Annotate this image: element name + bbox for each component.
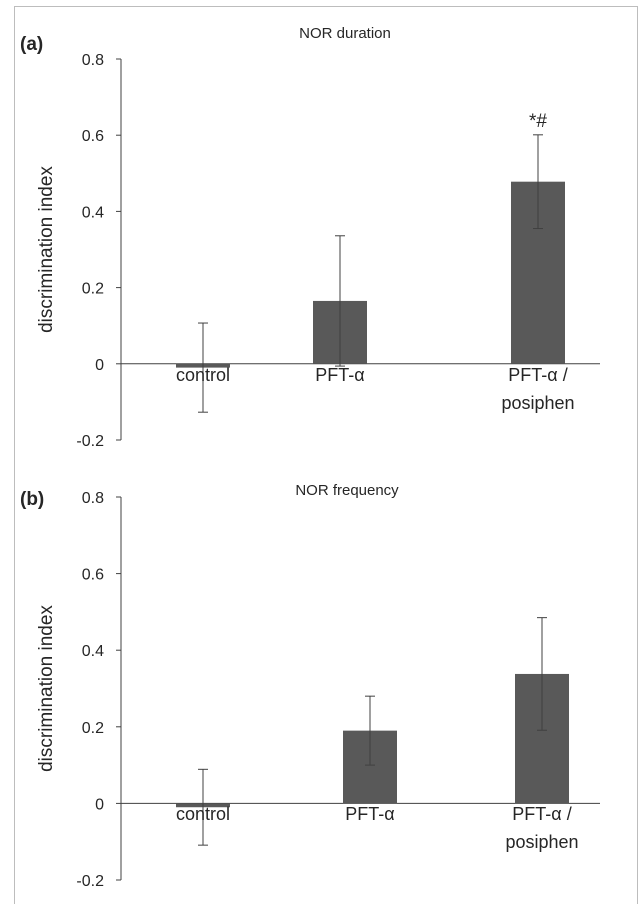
y-tick-label: 0.4 bbox=[82, 204, 104, 221]
category-label: PFT-α / bbox=[508, 365, 567, 385]
y-tick-label: 0.2 bbox=[82, 720, 104, 737]
chart-title: NOR frequency bbox=[295, 482, 399, 499]
y-tick-label: 0.2 bbox=[82, 281, 104, 298]
category-label: control bbox=[176, 804, 230, 824]
y-axis-label: discrimination index bbox=[36, 166, 57, 333]
panel-label: (a) bbox=[20, 34, 43, 55]
y-tick-label: 0.8 bbox=[82, 490, 104, 507]
y-tick-label: 0.4 bbox=[82, 643, 104, 660]
y-tick-label: 0.6 bbox=[82, 567, 104, 584]
y-tick-label: 0.6 bbox=[82, 128, 104, 145]
category-label: PFT-α bbox=[315, 365, 364, 385]
y-tick-label: 0.8 bbox=[82, 52, 104, 69]
chart-title: NOR duration bbox=[299, 25, 391, 42]
y-tick-label: 0 bbox=[95, 357, 104, 374]
chart-panel-a: (a) NOR duration discrimination index -0.2 0… bbox=[20, 25, 600, 450]
category-label: PFT-α / bbox=[512, 804, 571, 824]
y-axis-label: discrimination index bbox=[36, 605, 57, 772]
panel-label: (b) bbox=[20, 489, 44, 510]
category-label: posiphen bbox=[501, 393, 574, 413]
figure-frame bbox=[14, 6, 638, 904]
y-tick-label: -0.2 bbox=[76, 433, 104, 450]
category-label: PFT-α bbox=[345, 804, 394, 824]
y-tick-label: -0.2 bbox=[76, 873, 104, 890]
category-label: posiphen bbox=[505, 832, 578, 852]
significance-label: *# bbox=[529, 111, 547, 132]
y-tick-label: 0 bbox=[95, 796, 104, 813]
chart-panel-b: (b) NOR frequency discrimination index -0.2… bbox=[20, 482, 600, 890]
category-label: control bbox=[176, 365, 230, 385]
